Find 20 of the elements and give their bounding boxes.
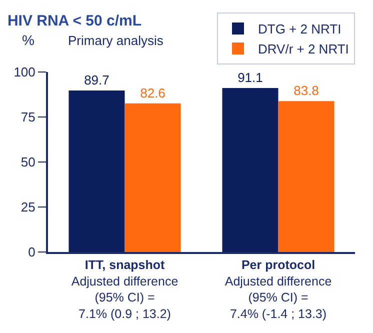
data-label: 82.6 [140,85,166,100]
y-tick-label: 25 [20,200,36,215]
x-tick-label: ITT, snapshot Adjusted difference (95% CI) = 7.1% (0.9 ; 13.2) [71,258,178,321]
data-label: 83.8 [294,83,319,98]
legend-label: DTG + 2 NRTI [258,22,342,37]
bar [278,101,334,252]
data-label: 89.7 [84,72,110,88]
y-tick-label: 0 [28,244,36,260]
bar [124,103,181,252]
chart-subtitle: Primary analysis [68,33,164,48]
bar [222,88,278,252]
y-tick-label: 50 [20,154,36,170]
y-axis-title: % [22,32,34,48]
y-tick-label: 75 [20,110,36,125]
x-tick-label: Per protocol Adjusted difference (95% CI) = 7.4% (-1.4 ; 13.3) [224,258,332,321]
y-tick-label: 100 [14,64,36,80]
legend-label: DRV/r + 2 NRTI [258,42,349,57]
data-label: 91.1 [238,70,263,86]
chart-title: HIV RNA < 50 c/mL [7,12,142,30]
bar [68,90,125,252]
